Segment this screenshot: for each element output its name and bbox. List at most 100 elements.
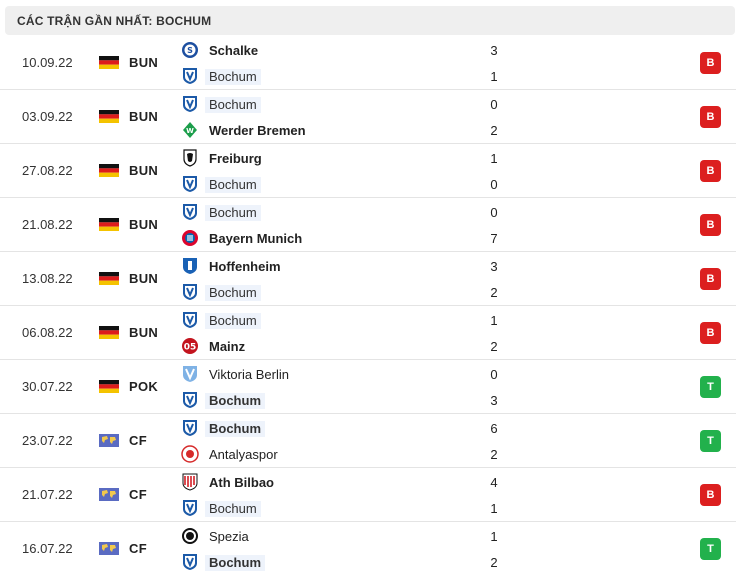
home-team[interactable]: Bochum — [181, 94, 511, 114]
home-team-name: Bochum — [205, 421, 265, 437]
home-team-name: Bochum — [205, 205, 261, 221]
result-badge: B — [700, 322, 721, 344]
home-team[interactable]: Bochum — [181, 202, 511, 222]
away-team[interactable]: Antalyaspor — [181, 444, 511, 464]
match-date: 16.07.22 — [22, 541, 73, 556]
competition-code: CF — [129, 433, 147, 448]
match-date: 21.07.22 — [22, 487, 73, 502]
match-row[interactable]: 30.07.22 POK Viktoria Berlin 0 Bochum 3 T — [0, 360, 736, 414]
home-score: 0 — [490, 205, 498, 220]
germany-flag-icon — [99, 218, 119, 231]
home-team[interactable]: Hoffenheim — [181, 256, 511, 276]
home-team-name: Bochum — [205, 97, 261, 113]
result-badge: B — [700, 214, 721, 236]
competition-code: BUN — [129, 163, 159, 178]
result-badge: T — [700, 430, 721, 452]
away-team-name: Bayern Munich — [209, 231, 303, 246]
bochum-logo-icon — [181, 499, 199, 517]
away-team[interactable]: Bochum — [181, 282, 511, 302]
germany-flag-icon — [99, 56, 119, 69]
home-team[interactable]: Spezia — [181, 526, 511, 546]
away-team-name: Werder Bremen — [209, 123, 306, 138]
away-score: 2 — [490, 555, 498, 570]
result-badge: B — [700, 52, 721, 74]
home-team[interactable]: Viktoria Berlin — [181, 364, 511, 384]
away-score: 1 — [490, 501, 498, 516]
werder-bremen-logo-icon: W — [181, 121, 199, 139]
away-team[interactable]: Bayern Munich — [181, 228, 511, 248]
match-row[interactable]: 16.07.22 CF Spezia 1 Bochum 2 T — [0, 522, 736, 576]
home-team[interactable]: Ath Bilbao — [181, 472, 511, 492]
bochum-logo-icon — [181, 553, 199, 571]
home-team[interactable]: Bochum — [181, 418, 511, 438]
bochum-logo-icon — [181, 95, 199, 113]
competition-code: CF — [129, 487, 147, 502]
away-team-name: Mainz — [209, 339, 246, 354]
away-team[interactable]: Bochum — [181, 66, 511, 86]
home-team[interactable]: S Schalke — [181, 40, 511, 60]
bochum-logo-icon — [181, 311, 199, 329]
home-score: 0 — [490, 97, 498, 112]
home-score: 3 — [490, 43, 498, 58]
germany-flag-icon — [99, 380, 119, 393]
match-date: 27.08.22 — [22, 163, 73, 178]
competition-code: BUN — [129, 109, 159, 124]
home-team[interactable]: Freiburg — [181, 148, 511, 168]
mainz-logo-icon: 05 — [181, 337, 199, 355]
away-team[interactable]: Bochum — [181, 498, 511, 518]
away-team-name: Bochum — [205, 555, 265, 571]
result-badge: B — [700, 268, 721, 290]
bayern-munich-logo-icon — [181, 229, 199, 247]
home-score: 1 — [490, 529, 498, 544]
home-team-name: Bochum — [205, 313, 261, 329]
competition-code: BUN — [129, 271, 159, 286]
away-team[interactable]: W Werder Bremen — [181, 120, 511, 140]
bochum-logo-icon — [181, 67, 199, 85]
away-score: 3 — [490, 393, 498, 408]
home-team-name: Schalke — [209, 43, 259, 58]
away-team-name: Bochum — [205, 285, 261, 301]
result-badge: B — [700, 106, 721, 128]
home-team[interactable]: Bochum — [181, 310, 511, 330]
away-team[interactable]: Bochum — [181, 174, 511, 194]
away-score: 2 — [490, 285, 498, 300]
match-date: 13.08.22 — [22, 271, 73, 286]
away-score: 1 — [490, 69, 498, 84]
svg-text:W: W — [186, 127, 194, 135]
world-flag-icon — [99, 488, 119, 501]
home-team-name: Ath Bilbao — [209, 475, 274, 490]
away-team[interactable]: Bochum — [181, 552, 511, 572]
competition-code: CF — [129, 541, 147, 556]
match-row[interactable]: 23.07.22 CF Bochum 6 Antalyaspor 2 T — [0, 414, 736, 468]
away-team[interactable]: 05 Mainz — [181, 336, 511, 356]
away-score: 2 — [490, 339, 498, 354]
antalyaspor-logo-icon — [181, 445, 199, 463]
schalke-logo-icon: S — [181, 41, 199, 59]
germany-flag-icon — [99, 272, 119, 285]
home-score: 6 — [490, 421, 498, 436]
away-score: 7 — [490, 231, 498, 246]
result-badge: T — [700, 376, 721, 398]
away-team[interactable]: Bochum — [181, 390, 511, 410]
spezia-logo-icon — [181, 527, 199, 545]
away-team-name: Antalyaspor — [209, 447, 278, 462]
competition-code: BUN — [129, 325, 159, 340]
match-row[interactable]: 03.09.22 BUN Bochum 0 W Werder Bremen 2 B — [0, 90, 736, 144]
competition-code: POK — [129, 379, 159, 394]
home-team-name: Freiburg — [209, 151, 262, 166]
bochum-logo-icon — [181, 419, 199, 437]
viktoria-berlin-logo-icon — [181, 365, 199, 383]
match-row[interactable]: 21.08.22 BUN Bochum 0 Bayern Munich 7 B — [0, 198, 736, 252]
match-row[interactable]: 13.08.22 BUN Hoffenheim 3 Bochum 2 B — [0, 252, 736, 306]
svg-text:S: S — [187, 46, 193, 55]
away-team-name: Bochum — [205, 69, 261, 85]
match-row[interactable]: 27.08.22 BUN Freiburg 1 Bochum 0 B — [0, 144, 736, 198]
match-row[interactable]: 21.07.22 CF Ath Bilbao 4 Bochum 1 B — [0, 468, 736, 522]
away-score: 2 — [490, 447, 498, 462]
section-title: CÁC TRẬN GẦN NHẤT: BOCHUM — [5, 6, 735, 35]
match-row[interactable]: 10.09.22 BUN S Schalke 3 Bochum 1 B — [0, 36, 736, 90]
match-row[interactable]: 06.08.22 BUN Bochum 1 05 Mainz 2 B — [0, 306, 736, 360]
germany-flag-icon — [99, 164, 119, 177]
competition-code: BUN — [129, 217, 159, 232]
match-date: 03.09.22 — [22, 109, 73, 124]
